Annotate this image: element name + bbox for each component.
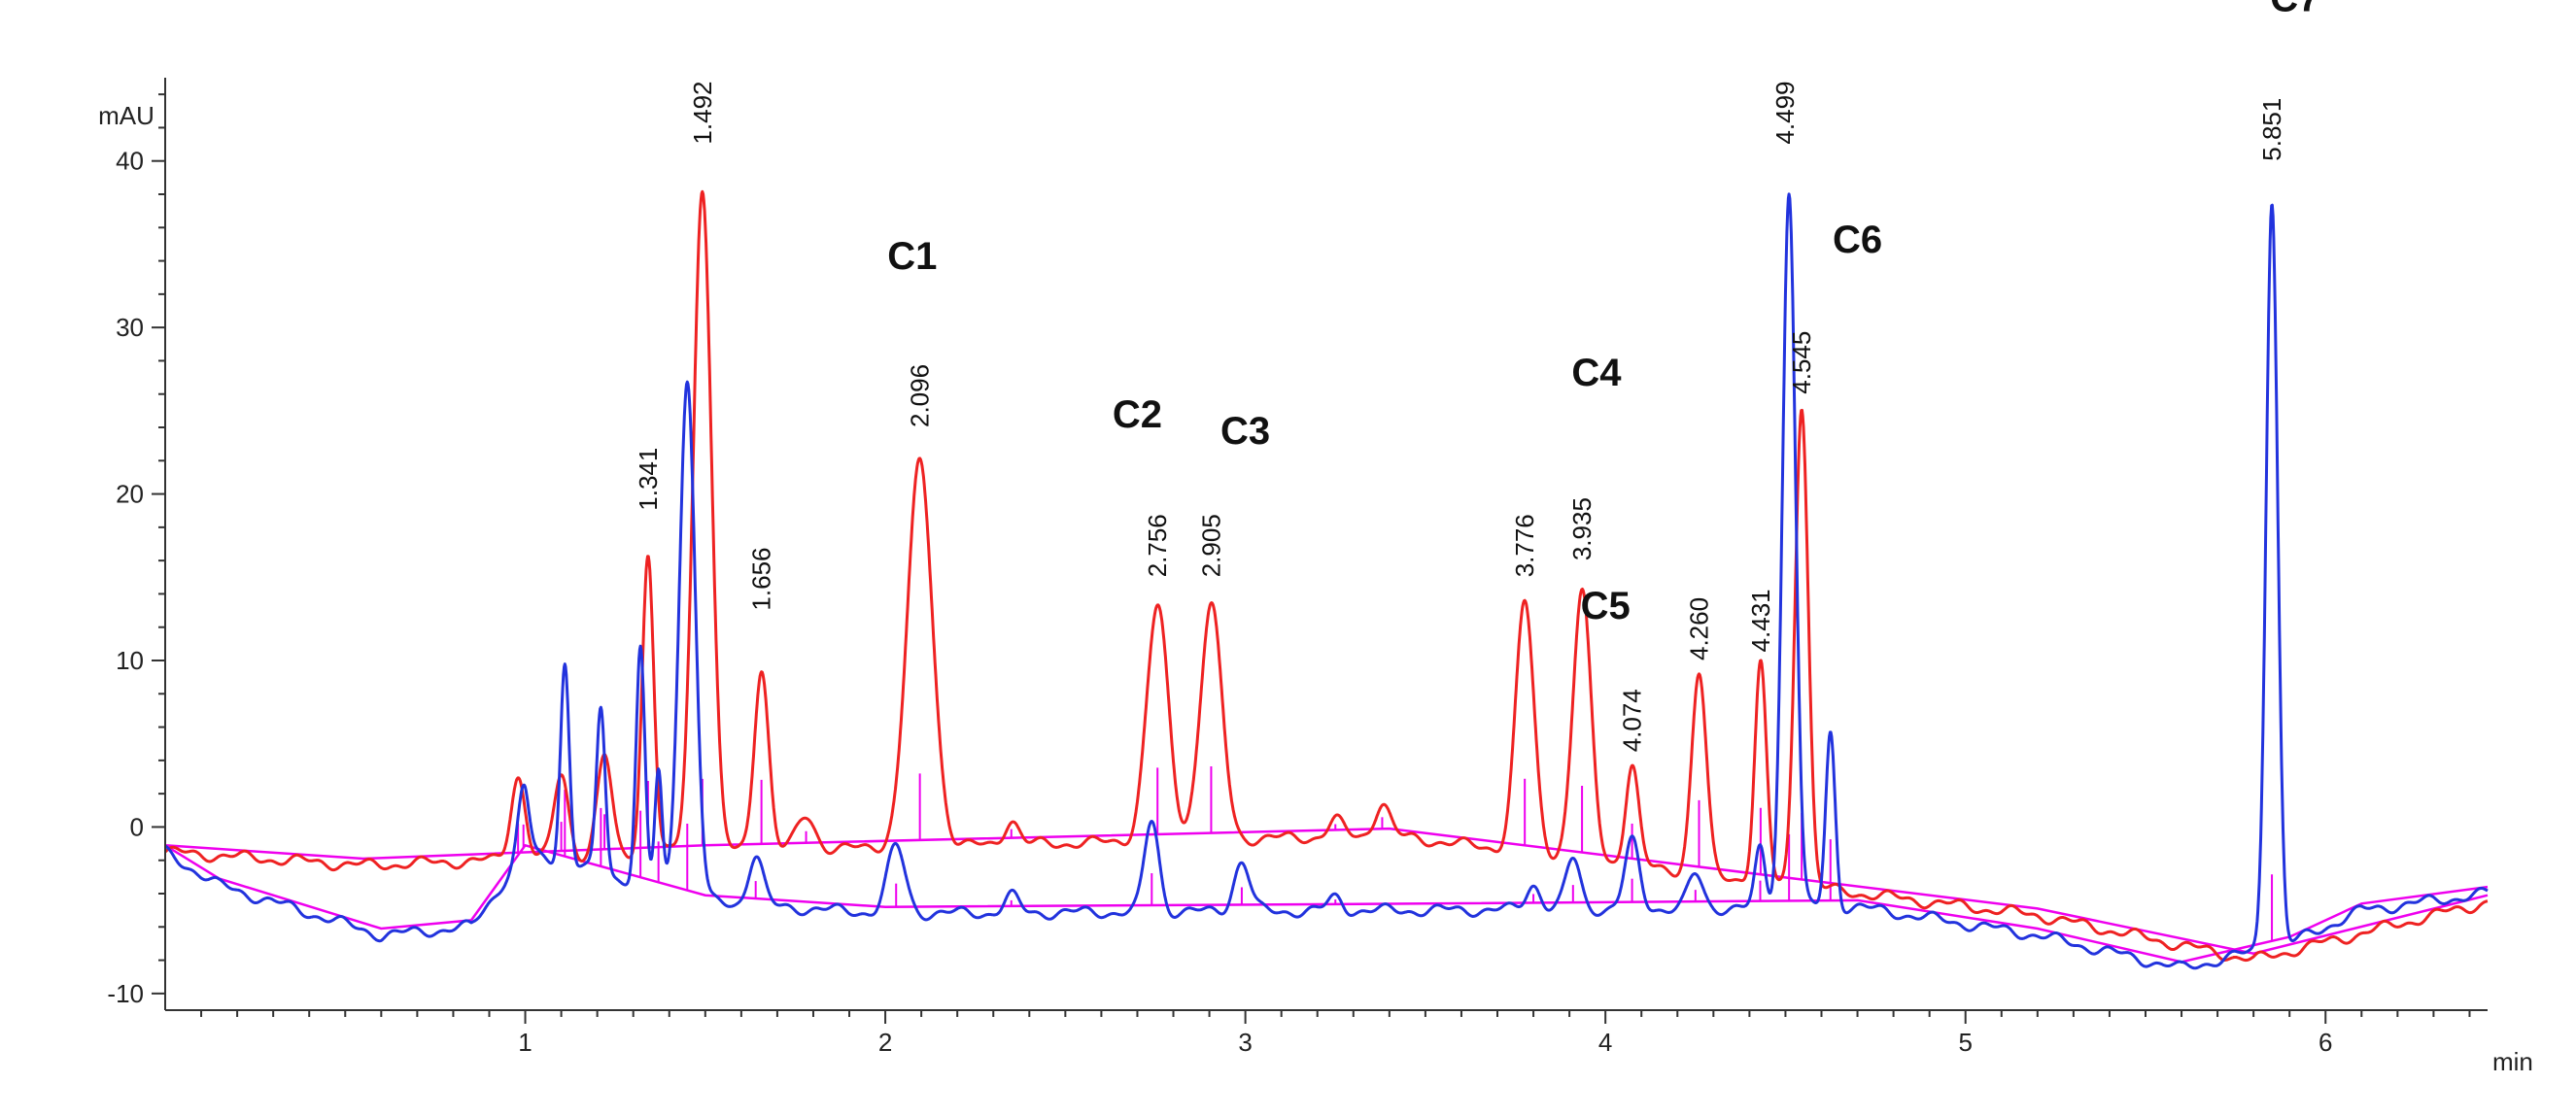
series-red-trace <box>163 189 2489 963</box>
peak-label: 4.545 <box>1787 331 1816 394</box>
x-tick-label: 1 <box>518 1028 532 1057</box>
series-red-integration-baseline <box>164 827 2489 955</box>
peak-label: 5.851 <box>2257 98 2286 161</box>
peak-label: 3.935 <box>1567 497 1597 560</box>
peak-label: 4.499 <box>1770 81 1800 144</box>
y-tick-label: 40 <box>116 147 144 176</box>
series-layer <box>163 189 2489 970</box>
peak-label: 4.260 <box>1685 597 1714 660</box>
peak-label: 2.096 <box>906 364 935 427</box>
compound-label: C5 <box>1581 585 1631 627</box>
y-tick-label: 10 <box>116 646 144 675</box>
compound-label: C7 <box>2270 0 2319 19</box>
compound-label: C6 <box>1833 219 1882 261</box>
x-tick-label: 3 <box>1238 1028 1252 1057</box>
compound-label: C3 <box>1220 410 1270 453</box>
series-blue-trace <box>164 192 2489 970</box>
x-tick-label: 5 <box>1958 1028 1972 1057</box>
series-blue-integration-baseline <box>164 843 2489 964</box>
y-axis-label: mAU <box>98 101 155 130</box>
compound-label: C4 <box>1571 352 1622 394</box>
compound-label: C1 <box>887 235 937 278</box>
y-tick-label: 30 <box>116 313 144 342</box>
peak-label: 3.776 <box>1510 514 1539 577</box>
axis-layer: mAU min -10 0 10 20 30 40 1 2 3 4 5 6 <box>98 78 2533 1076</box>
peak-label: 4.074 <box>1618 689 1647 752</box>
peak-label: 4.431 <box>1746 589 1775 652</box>
y-tick-label: 0 <box>130 812 144 841</box>
x-tick-label: 2 <box>878 1028 892 1057</box>
peak-label: 1.656 <box>747 547 776 610</box>
x-tick-label: 6 <box>2318 1028 2332 1057</box>
peak-label-layer: 1.341 1.492 1.656 2.096 2.756 2.905 3.776 3.935… <box>634 0 2319 752</box>
x-axis-label: min <box>2492 1047 2533 1076</box>
peak-label: 2.905 <box>1196 514 1225 577</box>
y-tick-label: -10 <box>107 979 144 1008</box>
y-tick-label: 20 <box>116 480 144 509</box>
peak-label: 2.756 <box>1143 514 1172 577</box>
peak-label: 1.341 <box>634 448 663 511</box>
x-tick-label: 4 <box>1598 1028 1612 1057</box>
compound-label: C2 <box>1113 393 1162 436</box>
peak-label: 1.492 <box>688 81 717 144</box>
